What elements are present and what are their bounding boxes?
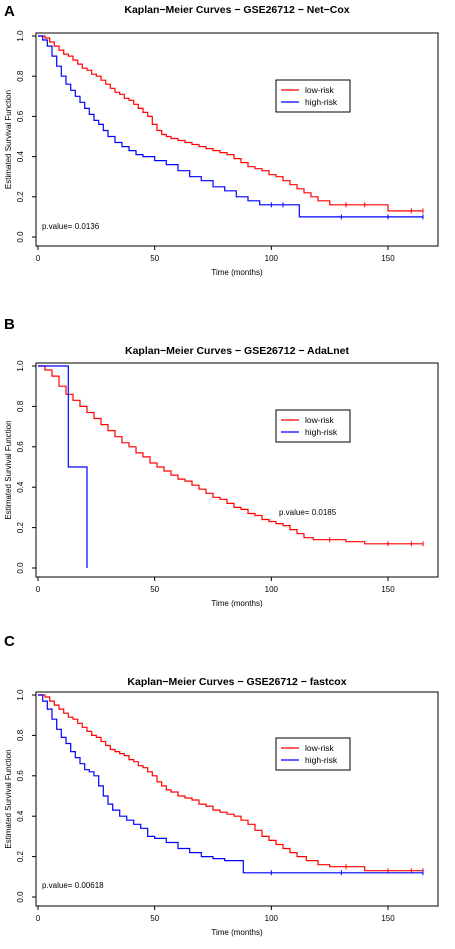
x-tick-label: 100: [265, 914, 279, 923]
high-risk-curve: [38, 365, 88, 568]
panel-b: B Kaplan−Meier Curves − GSE26712 − AdaLne…: [4, 316, 439, 608]
x-tick-label: 100: [265, 585, 279, 594]
y-tick-label: 0.6: [16, 770, 25, 782]
y-axis-label: Estimated Survival Function: [4, 90, 13, 189]
x-tick-label: 0: [36, 914, 41, 923]
y-tick-label: 0.6: [16, 110, 25, 122]
panel-letter: C: [4, 633, 15, 650]
y-tick-label: 0.4: [16, 150, 25, 162]
x-tick-label: 150: [381, 914, 395, 923]
legend-label-high-risk: high-risk: [305, 97, 338, 107]
chart-title: Kaplan−Meier Curves − GSE26712 − fastcox: [127, 676, 346, 688]
y-tick-label: 0.8: [16, 400, 25, 412]
chart-title: Kaplan−Meier Curves − GSE26712 − Net−Cox: [124, 4, 349, 16]
y-tick-label: 0.0: [16, 231, 25, 243]
x-tick-label: 100: [265, 254, 279, 263]
panel-c: C Kaplan−Meier Curves − GSE26712 − fastco…: [4, 633, 439, 937]
x-axis-label: Time (months): [211, 599, 263, 608]
y-tick-label: 1.0: [16, 30, 25, 42]
panel-letter: A: [4, 3, 15, 20]
y-tick-label: 0.2: [16, 850, 25, 862]
legend: low-risk high-risk: [275, 737, 351, 771]
x-tick-label: 0: [36, 585, 41, 594]
chart-title: Kaplan−Meier Curves − GSE26712 − AdaLnet: [125, 345, 350, 357]
legend-label-low-risk: low-risk: [305, 415, 335, 425]
x-tick-label: 50: [150, 254, 159, 263]
y-tick-label: 0.8: [16, 729, 25, 741]
legend-label-low-risk: low-risk: [305, 743, 335, 753]
panel-a: A Kaplan−Meier Curves − GSE26712 − Net−Co…: [4, 3, 439, 277]
y-tick-label: 0.2: [16, 521, 25, 533]
p-value-label: p.value= 0.00618: [42, 881, 104, 890]
x-tick-label: 50: [150, 585, 159, 594]
y-tick-label: 0.6: [16, 441, 25, 453]
p-value-label: p.value= 0.0185: [279, 508, 337, 517]
y-tick-label: 0.8: [16, 70, 25, 82]
y-axis-label: Estimated Survival Function: [4, 749, 13, 848]
legend-label-high-risk: high-risk: [305, 755, 338, 765]
low-risk-curve: [38, 365, 423, 545]
plot-frame: [35, 691, 439, 907]
legend-label-high-risk: high-risk: [305, 427, 338, 437]
y-tick-label: 0.4: [16, 481, 25, 493]
legend-box: [275, 737, 351, 771]
low-risk-curve: [38, 694, 423, 872]
panel-letter: B: [4, 316, 15, 333]
y-tick-label: 1.0: [16, 689, 25, 701]
y-tick-label: 0.4: [16, 810, 25, 822]
legend: low-risk high-risk: [275, 79, 351, 113]
x-tick-label: 0: [36, 254, 41, 263]
p-value-label: p.value= 0.0136: [42, 222, 100, 231]
x-tick-label: 150: [381, 585, 395, 594]
x-axis-label: Time (months): [211, 268, 263, 277]
y-tick-label: 0.2: [16, 191, 25, 203]
low-risk-curve: [38, 35, 423, 212]
legend-box: [275, 409, 351, 443]
x-axis-label: Time (months): [211, 928, 263, 937]
y-tick-label: 0.0: [16, 891, 25, 903]
legend: low-risk high-risk: [275, 409, 351, 443]
plot-frame: [35, 362, 439, 578]
y-tick-label: 1.0: [16, 360, 25, 372]
legend-label-low-risk: low-risk: [305, 85, 335, 95]
plot-frame: [35, 32, 439, 247]
high-risk-curve: [38, 35, 423, 218]
y-tick-label: 0.0: [16, 562, 25, 574]
x-tick-label: 150: [381, 254, 395, 263]
y-axis-label: Estimated Survival Function: [4, 420, 13, 519]
x-tick-label: 50: [150, 914, 159, 923]
high-risk-curve: [38, 694, 423, 874]
legend-box: [275, 79, 351, 113]
